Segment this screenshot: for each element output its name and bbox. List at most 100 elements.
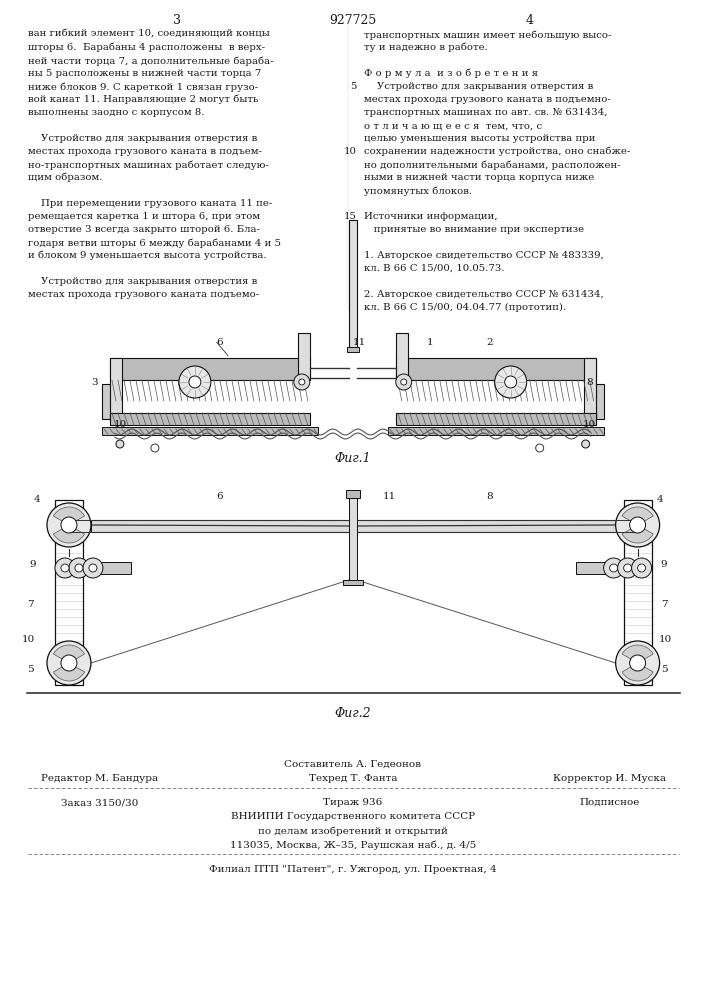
Text: Источники информации,: Источники информации,	[364, 212, 498, 221]
Text: ван гибкий элемент 10, соединяющий концы: ван гибкий элемент 10, соединяющий концы	[28, 30, 270, 39]
Wedge shape	[622, 525, 653, 543]
Wedge shape	[622, 663, 653, 681]
Text: 113035, Москва, Ж–35, Раушская наб., д. 4/5: 113035, Москва, Ж–35, Раушская наб., д. …	[230, 840, 476, 850]
Text: 6: 6	[216, 338, 223, 347]
Text: но-транспортных машинах работает следую-: но-транспортных машинах работает следую-	[28, 160, 269, 169]
Text: 10: 10	[583, 420, 596, 429]
Text: 4: 4	[656, 495, 663, 504]
Text: шторы 6.  Барабаны 4 расположены  в верх-: шторы 6. Барабаны 4 расположены в верх-	[28, 43, 265, 52]
Text: 8: 8	[586, 378, 593, 387]
Text: Заказ 3150/30: Заказ 3150/30	[62, 798, 139, 807]
Bar	[624, 500, 652, 685]
Circle shape	[299, 379, 305, 385]
Circle shape	[604, 558, 624, 578]
Circle shape	[116, 440, 124, 448]
Bar	[349, 220, 357, 350]
Circle shape	[179, 366, 211, 398]
Text: ными в нижней части торца корпуса ниже: ными в нижней части торца корпуса ниже	[364, 173, 594, 182]
Circle shape	[396, 374, 411, 390]
Bar	[91, 520, 616, 532]
Circle shape	[631, 558, 652, 578]
Text: Устройство для закрывания отверстия в: Устройство для закрывания отверстия в	[28, 277, 257, 286]
Circle shape	[47, 503, 91, 547]
Text: ниже блоков 9. С кареткой 1 связан грузо-: ниже блоков 9. С кареткой 1 связан грузо…	[28, 82, 258, 92]
Text: Устройство для закрывания отверстия в: Устройство для закрывания отверстия в	[364, 82, 593, 91]
Text: Устройство для закрывания отверстия в: Устройство для закрывания отверстия в	[28, 134, 257, 143]
Text: Корректор И. Муска: Корректор И. Муска	[553, 774, 666, 783]
Text: местах прохода грузового каната в подъемно-: местах прохода грузового каната в подъем…	[364, 95, 611, 104]
Text: ВНИИПИ Государственного комитета СССР: ВНИИПИ Государственного комитета СССР	[230, 812, 475, 821]
Bar	[110, 358, 310, 380]
Text: 5: 5	[27, 665, 33, 674]
Text: 1: 1	[426, 338, 433, 347]
Text: о т л и ч а ю щ е е с я  тем, что, с: о т л и ч а ю щ е е с я тем, что, с	[364, 121, 542, 130]
Text: ремещается каретка 1 и штора 6, при этом: ремещается каретка 1 и штора 6, при этом	[28, 212, 260, 221]
Text: 10: 10	[113, 420, 127, 429]
Wedge shape	[622, 507, 653, 525]
Text: Редактор М. Бандура: Редактор М. Бандура	[42, 774, 158, 783]
Text: 15: 15	[344, 212, 357, 221]
Text: 3: 3	[92, 378, 98, 387]
Circle shape	[47, 641, 91, 685]
Bar	[396, 333, 408, 380]
Text: 2: 2	[486, 338, 493, 347]
Text: Ф о р м у л а  и з о б р е т е н и я: Ф о р м у л а и з о б р е т е н и я	[364, 69, 538, 79]
Bar	[349, 490, 357, 580]
Circle shape	[75, 564, 83, 572]
Circle shape	[582, 440, 590, 448]
Text: 4: 4	[34, 495, 40, 504]
Text: вой канат 11. Направляющие 2 могут быть: вой канат 11. Направляющие 2 могут быть	[28, 95, 258, 104]
Circle shape	[69, 558, 89, 578]
Text: 6: 6	[216, 492, 223, 501]
Text: Составитель А. Гедеонов: Составитель А. Гедеонов	[284, 760, 421, 769]
Text: но дополнительными барабанами, расположен-: но дополнительными барабанами, расположе…	[364, 160, 621, 169]
Bar	[346, 490, 360, 498]
Text: 5: 5	[661, 665, 668, 674]
Circle shape	[89, 564, 97, 572]
Bar	[396, 413, 595, 425]
Text: 4: 4	[526, 14, 534, 27]
Text: щим образом.: щим образом.	[28, 173, 103, 182]
Text: Подписное: Подписное	[580, 798, 640, 807]
Text: 7: 7	[27, 600, 33, 609]
Text: 7: 7	[661, 600, 668, 609]
Bar	[595, 384, 604, 419]
Text: 3: 3	[173, 14, 181, 27]
Circle shape	[189, 376, 201, 388]
Text: по делам изобретений и открытий: по делам изобретений и открытий	[258, 826, 448, 836]
Text: 1. Авторское свидетельство СССР № 483339,: 1. Авторское свидетельство СССР № 483339…	[364, 251, 604, 260]
Circle shape	[61, 655, 77, 671]
Text: 2. Авторское свидетельство СССР № 631434,: 2. Авторское свидетельство СССР № 631434…	[364, 290, 604, 299]
Bar	[298, 333, 310, 380]
Text: 10: 10	[21, 635, 35, 644]
Text: 9: 9	[660, 560, 667, 569]
Circle shape	[616, 641, 660, 685]
Text: 5: 5	[351, 82, 357, 91]
Text: Тираж 936: Тираж 936	[323, 798, 382, 807]
Text: Φиг.1: Φиг.1	[334, 452, 371, 465]
Circle shape	[55, 558, 75, 578]
Bar	[343, 580, 363, 585]
Circle shape	[83, 558, 103, 578]
Text: местах прохода грузового каната в подъем-: местах прохода грузового каната в подъем…	[28, 147, 262, 156]
Text: 11: 11	[354, 338, 366, 347]
Text: и блоком 9 уменьшается высота устройства.: и блоком 9 уменьшается высота устройства…	[28, 251, 267, 260]
Text: 9: 9	[30, 560, 36, 569]
Text: 927725: 927725	[329, 14, 376, 27]
Bar	[102, 427, 318, 435]
Circle shape	[618, 558, 638, 578]
Text: ны 5 расположены в нижней части торца 7: ны 5 расположены в нижней части торца 7	[28, 69, 262, 78]
Bar	[347, 347, 358, 352]
Text: Филиал ПТП "Патент", г. Ужгород, ул. Проектная, 4: Филиал ПТП "Патент", г. Ужгород, ул. Про…	[209, 865, 496, 874]
Wedge shape	[622, 645, 653, 663]
Circle shape	[495, 366, 527, 398]
Bar	[584, 358, 595, 425]
Bar	[110, 413, 310, 425]
Text: упомянутых блоков.: упомянутых блоков.	[364, 186, 472, 196]
Wedge shape	[54, 663, 85, 681]
Bar	[575, 562, 626, 574]
Wedge shape	[54, 507, 85, 525]
Text: годаря ветви шторы 6 между барабанами 4 и 5: годаря ветви шторы 6 между барабанами 4 …	[28, 238, 281, 247]
Bar	[387, 427, 604, 435]
Text: целью уменьшения высоты устройства при: целью уменьшения высоты устройства при	[364, 134, 595, 143]
